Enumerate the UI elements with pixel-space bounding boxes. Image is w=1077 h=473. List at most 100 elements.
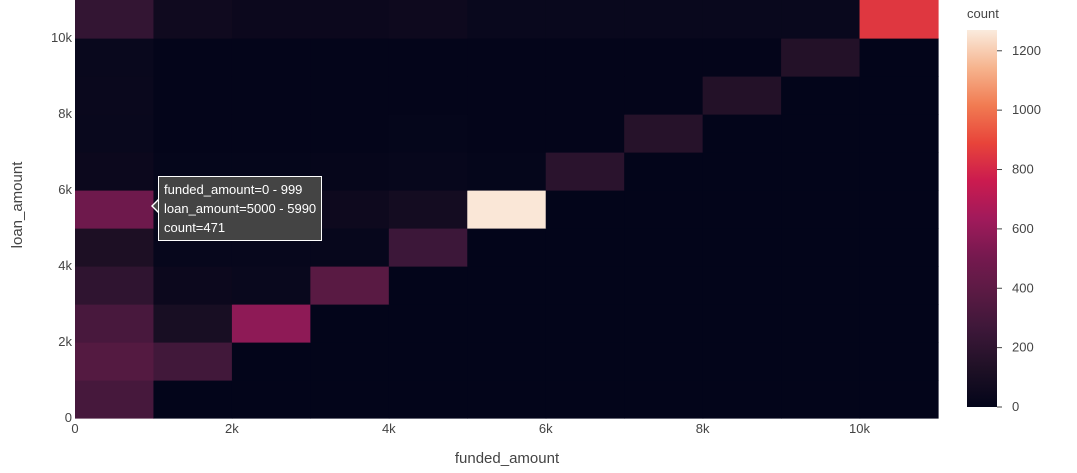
heatmap-cell[interactable] <box>781 342 861 381</box>
heatmap-cell[interactable] <box>231 380 311 419</box>
heatmap-cell[interactable] <box>702 342 782 381</box>
heatmap-cell[interactable] <box>781 380 861 419</box>
heatmap-cell[interactable] <box>467 266 547 305</box>
heatmap-cell[interactable] <box>75 342 155 381</box>
heatmap-cell[interactable] <box>545 228 625 267</box>
heatmap-cell[interactable] <box>231 266 311 305</box>
heatmap-cell[interactable] <box>467 228 547 267</box>
heatmap-cell[interactable] <box>153 38 233 77</box>
heatmap-cell[interactable] <box>310 228 390 267</box>
heatmap-cell[interactable] <box>545 114 625 153</box>
heatmap-cell[interactable] <box>702 228 782 267</box>
heatmap-cell[interactable] <box>859 38 939 77</box>
heatmap-cell[interactable] <box>467 76 547 115</box>
heatmap-cell[interactable] <box>702 114 782 153</box>
heatmap-cell[interactable] <box>859 152 939 191</box>
heatmap-cell[interactable] <box>310 380 390 419</box>
heatmap-cell[interactable] <box>388 266 468 305</box>
heatmap-cell[interactable] <box>545 152 625 191</box>
heatmap-cell[interactable] <box>545 0 625 39</box>
heatmap-cell[interactable] <box>75 76 155 115</box>
heatmap-cells[interactable] <box>75 0 939 419</box>
heatmap-cell[interactable] <box>624 190 704 229</box>
heatmap-cell[interactable] <box>781 190 861 229</box>
heatmap-cell[interactable] <box>467 342 547 381</box>
heatmap-cell[interactable] <box>310 266 390 305</box>
heatmap-cell[interactable] <box>75 380 155 419</box>
heatmap-cell[interactable] <box>75 152 155 191</box>
heatmap-cell[interactable] <box>624 266 704 305</box>
heatmap-cell[interactable] <box>75 266 155 305</box>
heatmap-cell[interactable] <box>388 38 468 77</box>
heatmap-cell[interactable] <box>75 114 155 153</box>
heatmap-cell[interactable] <box>388 76 468 115</box>
heatmap-cell[interactable] <box>75 190 155 229</box>
heatmap-cell[interactable] <box>467 38 547 77</box>
heatmap-cell[interactable] <box>702 266 782 305</box>
heatmap-cell[interactable] <box>545 266 625 305</box>
heatmap-cell[interactable] <box>467 304 547 343</box>
heatmap-cell[interactable] <box>467 0 547 39</box>
heatmap-cell[interactable] <box>388 304 468 343</box>
heatmap-cell[interactable] <box>75 0 155 39</box>
heatmap-cell[interactable] <box>624 76 704 115</box>
heatmap-cell[interactable] <box>75 38 155 77</box>
heatmap-cell[interactable] <box>781 114 861 153</box>
heatmap-cell[interactable] <box>153 266 233 305</box>
heatmap-cell[interactable] <box>781 266 861 305</box>
heatmap-cell[interactable] <box>702 38 782 77</box>
heatmap-cell[interactable] <box>388 0 468 39</box>
heatmap-cell[interactable] <box>859 76 939 115</box>
heatmap-cell[interactable] <box>624 304 704 343</box>
heatmap-cell[interactable] <box>624 152 704 191</box>
heatmap-cell[interactable] <box>467 114 547 153</box>
heatmap-cell[interactable] <box>467 380 547 419</box>
heatmap-cell[interactable] <box>310 190 390 229</box>
heatmap-cell[interactable] <box>545 380 625 419</box>
heatmap-cell[interactable] <box>75 304 155 343</box>
heatmap-cell[interactable] <box>545 38 625 77</box>
heatmap-cell[interactable] <box>310 0 390 39</box>
heatmap-cell[interactable] <box>467 190 547 229</box>
heatmap-cell[interactable] <box>388 190 468 229</box>
heatmap-cell[interactable] <box>310 152 390 191</box>
heatmap-cell[interactable] <box>859 304 939 343</box>
heatmap-cell[interactable] <box>781 228 861 267</box>
heatmap-cell[interactable] <box>545 190 625 229</box>
heatmap-cell[interactable] <box>310 304 390 343</box>
heatmap-cell[interactable] <box>231 342 311 381</box>
heatmap-cell[interactable] <box>859 190 939 229</box>
heatmap-cell[interactable] <box>781 304 861 343</box>
heatmap-cell[interactable] <box>859 342 939 381</box>
heatmap-cell[interactable] <box>153 0 233 39</box>
heatmap-cell[interactable] <box>75 228 155 267</box>
heatmap-cell[interactable] <box>859 114 939 153</box>
heatmap-cell[interactable] <box>781 152 861 191</box>
heatmap-cell[interactable] <box>702 190 782 229</box>
heatmap-cell[interactable] <box>310 76 390 115</box>
heatmap-cell[interactable] <box>153 304 233 343</box>
heatmap-cell[interactable] <box>231 304 311 343</box>
heatmap-cell[interactable] <box>467 152 547 191</box>
heatmap-cell[interactable] <box>388 152 468 191</box>
heatmap-cell[interactable] <box>624 380 704 419</box>
heatmap-cell[interactable] <box>781 38 861 77</box>
heatmap-cell[interactable] <box>859 228 939 267</box>
heatmap-cell[interactable] <box>545 76 625 115</box>
heatmap-cell[interactable] <box>153 114 233 153</box>
heatmap-cell[interactable] <box>781 76 861 115</box>
heatmap-cell[interactable] <box>153 380 233 419</box>
heatmap-cell[interactable] <box>310 38 390 77</box>
heatmap-cell[interactable] <box>702 76 782 115</box>
heatmap-cell[interactable] <box>702 380 782 419</box>
heatmap-cell[interactable] <box>624 228 704 267</box>
heatmap-cell[interactable] <box>859 380 939 419</box>
heatmap-cell[interactable] <box>388 114 468 153</box>
heatmap-cell[interactable] <box>153 76 233 115</box>
heatmap-cell[interactable] <box>702 152 782 191</box>
heatmap-cell[interactable] <box>310 342 390 381</box>
heatmap-cell[interactable] <box>545 342 625 381</box>
heatmap-cell[interactable] <box>859 266 939 305</box>
heatmap-cell[interactable] <box>624 342 704 381</box>
heatmap-cell[interactable] <box>624 114 704 153</box>
